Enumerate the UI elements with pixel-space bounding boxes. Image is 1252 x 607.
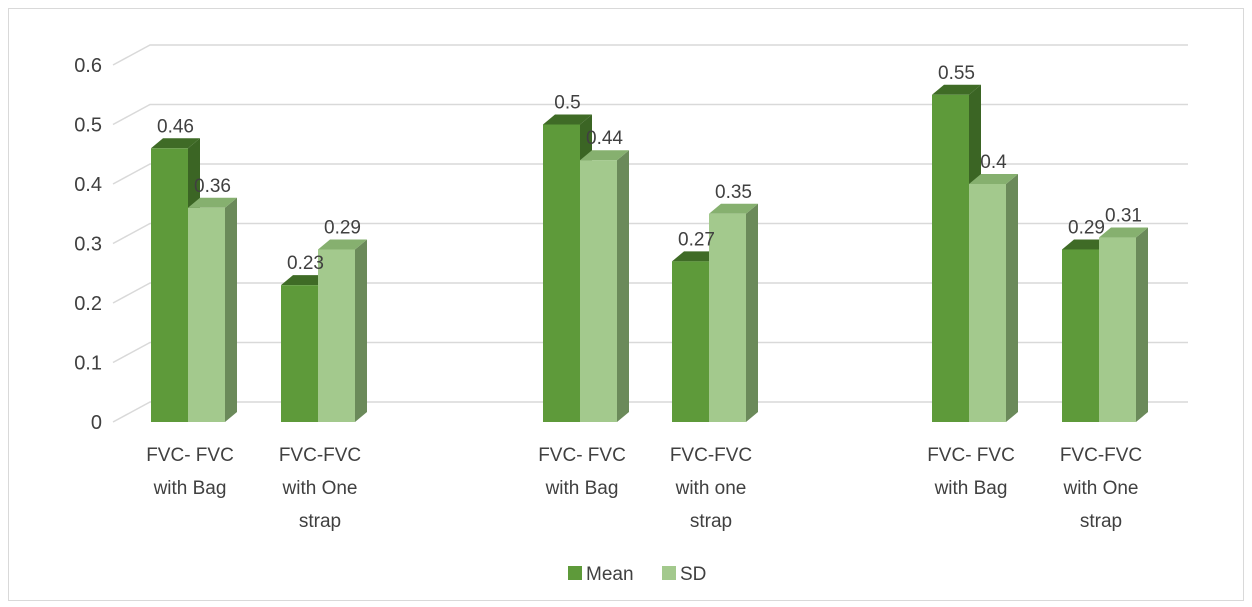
bar-side: [617, 150, 629, 422]
data-label: 0.35: [715, 182, 752, 203]
bar-side: [355, 239, 367, 422]
data-label: 0.31: [1105, 206, 1142, 227]
bar-top: [672, 251, 721, 262]
bar-sd: [1099, 227, 1148, 422]
category-label: FVC-FVC with One strap: [1060, 445, 1142, 532]
bar-top: [151, 138, 200, 149]
category-label-line: with Bag: [934, 478, 1008, 499]
bar-side: [746, 203, 758, 422]
bar-top: [969, 174, 1018, 184]
bar-top: [188, 197, 237, 208]
category-label-line: with One: [282, 478, 358, 499]
bar-sd: [969, 174, 1018, 422]
legend-swatch: [662, 566, 676, 580]
category-label: FVC- FVC with Bag: [927, 445, 1015, 499]
category-label-line: with Bag: [545, 478, 619, 499]
data-label: 0.29: [1068, 217, 1105, 238]
bar-front: [1062, 249, 1099, 422]
data-label: 0.55: [938, 63, 975, 84]
category-label-line: strap: [1080, 511, 1122, 532]
bars: [151, 84, 1148, 423]
bar-top: [709, 203, 758, 214]
bar-top: [1099, 227, 1148, 238]
legend-swatch: [568, 566, 582, 580]
bar-top: [281, 275, 330, 286]
data-label: 0.23: [287, 253, 324, 274]
bar-front: [709, 213, 746, 422]
legend-label: SD: [680, 564, 706, 585]
category-label-line: FVC-FVC: [670, 445, 752, 466]
bar-front: [318, 249, 355, 422]
bar-front: [281, 285, 318, 422]
bar-front: [188, 207, 225, 422]
bar-top: [1062, 239, 1111, 250]
bar-side: [1006, 174, 1018, 422]
data-label: 0.27: [678, 229, 715, 250]
data-label: 0.4: [980, 152, 1007, 173]
bar-front: [580, 160, 617, 422]
y-tick-label: 0.6: [74, 55, 102, 77]
category-label-line: with Bag: [153, 478, 227, 499]
category-label: FVC- FVC with Bag: [146, 445, 234, 499]
y-axis-ticks: 0 0.1 0.2 0.3 0.4 0.5 0.6: [74, 55, 102, 434]
y-tick-label: 0: [91, 412, 102, 434]
y-tick-label: 0.2: [74, 293, 102, 315]
bar-side: [225, 197, 237, 422]
category-label-line: FVC-FVC: [279, 445, 361, 466]
gridlines: [112, 44, 1188, 423]
bar-sd: [188, 197, 237, 422]
data-label: 0.46: [157, 116, 194, 137]
bar-front: [151, 148, 188, 423]
data-labels: 0.460.360.230.290.50.440.270.350.550.40.…: [157, 63, 1142, 274]
bar-front: [932, 94, 969, 422]
y-tick-label: 0.5: [74, 115, 102, 137]
category-label-line: with One: [1063, 478, 1139, 499]
data-label: 0.44: [586, 128, 623, 149]
legend-item-mean: Mean: [568, 564, 634, 585]
gridline: [112, 401, 1188, 423]
category-label-line: strap: [299, 511, 341, 532]
data-label: 0.36: [194, 176, 231, 197]
gridline: [112, 341, 1188, 364]
category-label: FVC- FVC with Bag: [538, 445, 626, 499]
bar-sd: [580, 150, 629, 422]
gridline: [112, 282, 1188, 304]
y-tick-label: 0.4: [74, 174, 102, 196]
bar-sd: [318, 239, 367, 422]
bar-sd: [709, 203, 758, 422]
bar-top: [318, 239, 367, 250]
data-label: 0.29: [324, 217, 361, 238]
bar-front: [969, 184, 1006, 422]
gridline: [112, 163, 1188, 185]
bar-top: [932, 84, 981, 95]
bar-side: [1136, 227, 1148, 422]
legend: Mean SD: [568, 564, 706, 585]
bar-top: [580, 150, 629, 161]
data-label: 0.5: [554, 93, 580, 114]
gridline: [112, 103, 1188, 126]
category-label: FVC-FVC with one strap: [670, 445, 752, 532]
category-label-line: with one: [675, 478, 747, 499]
legend-item-sd: SD: [662, 564, 706, 585]
bar-front: [672, 261, 709, 422]
category-label-line: FVC- FVC: [538, 445, 626, 466]
y-tick-label: 0.3: [74, 234, 102, 256]
category-label-line: FVC- FVC: [146, 445, 234, 466]
bar-top: [543, 114, 592, 125]
gridline: [112, 222, 1188, 245]
gridline: [112, 44, 1188, 66]
category-label-line: strap: [690, 511, 732, 532]
bar-front: [543, 124, 580, 422]
category-label-line: FVC-FVC: [1060, 445, 1142, 466]
y-tick-label: 0.1: [74, 353, 102, 375]
category-label: FVC-FVC with One strap: [279, 445, 361, 532]
legend-label: Mean: [586, 564, 634, 585]
category-label-line: FVC- FVC: [927, 445, 1015, 466]
bar-front: [1099, 237, 1136, 422]
